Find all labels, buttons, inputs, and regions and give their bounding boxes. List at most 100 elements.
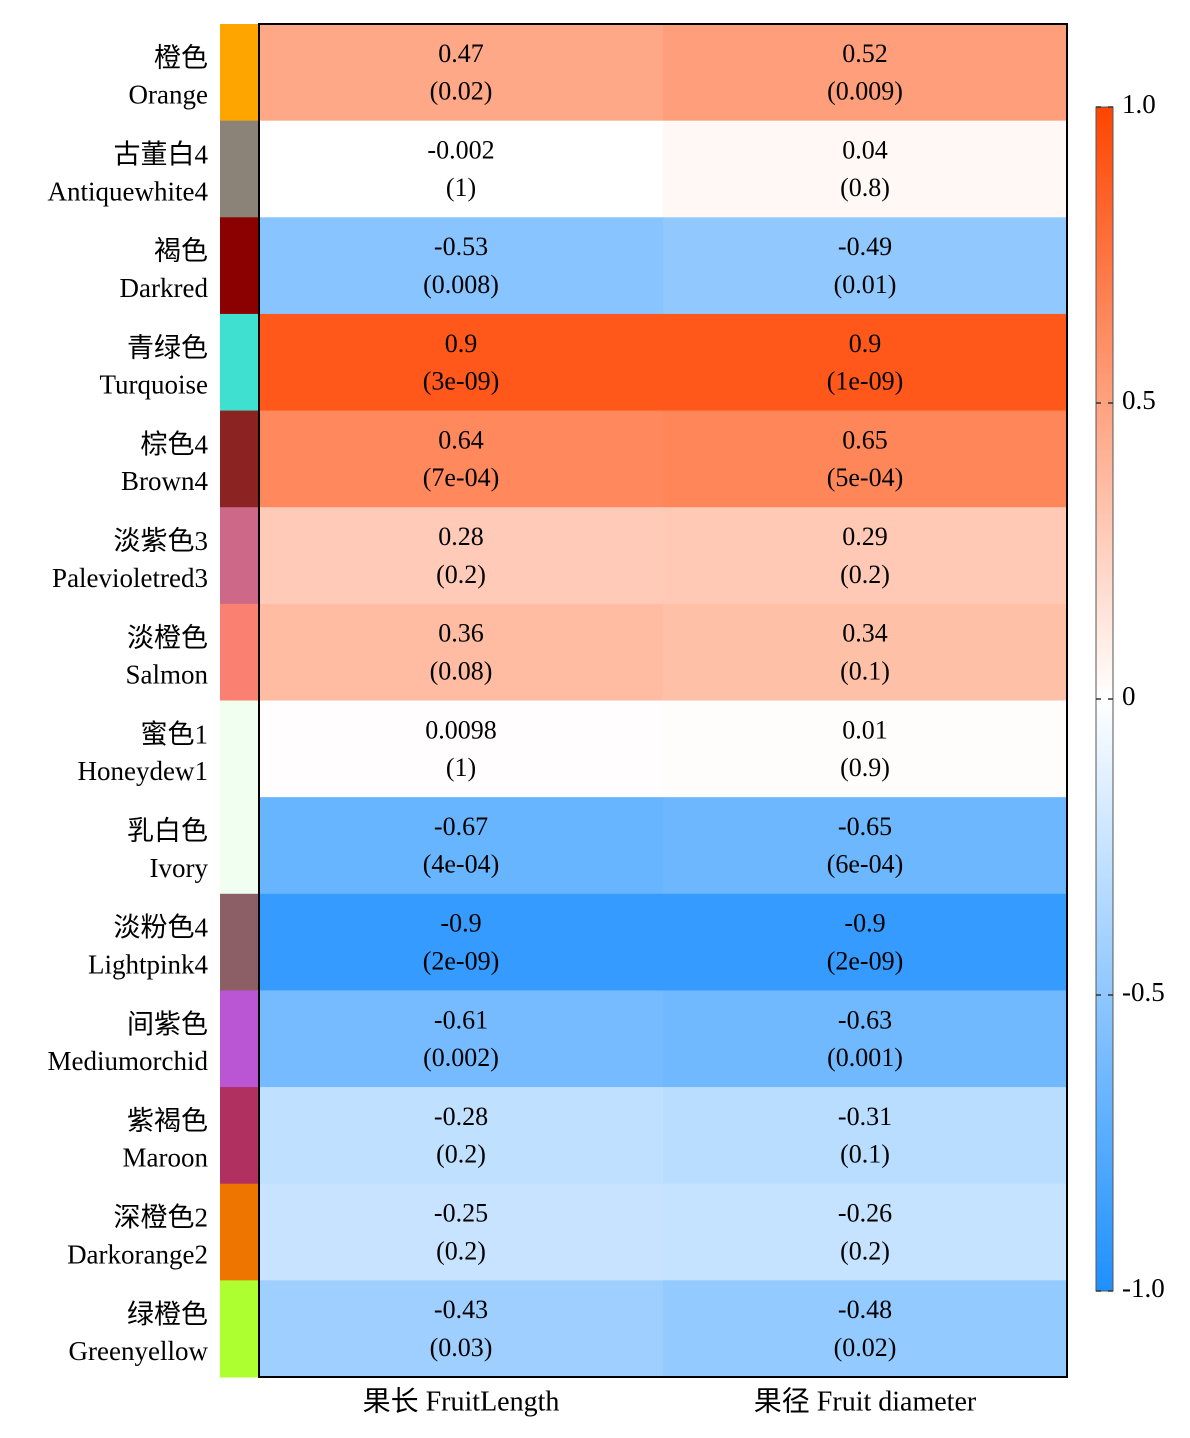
colorbar-tick-label: 0 [1122, 681, 1136, 711]
module-swatch [220, 410, 259, 508]
module-swatch [220, 217, 259, 315]
row-label-cn: 深橙色2 [114, 1203, 209, 1233]
row-label-cn: 橙色 [154, 43, 208, 73]
row-label-cn: 棕色4 [141, 429, 209, 459]
row-label-cn: 淡粉色4 [114, 913, 209, 943]
cell-pvalue-label: (7e-04) [423, 463, 500, 492]
module-swatch [220, 313, 259, 412]
cell-pvalue-label: (3e-09) [423, 366, 500, 395]
module-swatch [220, 1280, 259, 1378]
heatmap-cell [663, 990, 1068, 1088]
cell-correlation-label: 0.9 [445, 329, 478, 358]
cell-correlation-label: 0.65 [842, 425, 888, 454]
module-swatch [220, 603, 259, 701]
heatmap-cell [259, 120, 664, 218]
cell-correlation-label: -0.63 [838, 1005, 892, 1034]
module-swatch [220, 24, 259, 122]
cell-correlation-label: 0.29 [842, 522, 888, 551]
heatmap-cell [259, 410, 664, 508]
cell-pvalue-label: (5e-04) [827, 463, 904, 492]
colorbar-tick-label: 0.5 [1122, 385, 1156, 415]
heatmap-cell [663, 1183, 1068, 1281]
cell-pvalue-label: (0.009) [827, 77, 903, 106]
heatmap-cell [259, 1087, 664, 1185]
heatmap-frame [258, 23, 1068, 1378]
cell-pvalue-label: (0.2) [436, 1236, 486, 1265]
row-label-en: Darkorange2 [67, 1239, 208, 1269]
cell-pvalue-label: (0.9) [840, 753, 890, 782]
row-label-en: Ivory [150, 853, 209, 883]
heatmap-cell [259, 700, 664, 798]
cell-pvalue-label: (0.02) [430, 77, 493, 106]
heatmap-cell [259, 1280, 664, 1378]
module-swatch [220, 1087, 259, 1185]
colorbar-tick-label: -1.0 [1122, 1273, 1165, 1303]
module-swatch [220, 1183, 259, 1281]
heatmap-cell [663, 1280, 1068, 1378]
row-label-cn: 紫褐色 [127, 1106, 208, 1136]
cell-pvalue-label: (0.1) [840, 1140, 890, 1169]
row-label-cn: 蜜色1 [141, 719, 209, 749]
row-labels: 橙色 Orange 古董白4 Antiquewhite4 褐色 Darkred 青绿色 Tur… [48, 43, 209, 1366]
heatmap-cell [663, 120, 1068, 218]
cell-pvalue-label: (0.2) [840, 1236, 890, 1265]
colorbar: 1.0 0.5 0 -0.5 -1.0 [1095, 89, 1165, 1303]
heatmap-cell [259, 797, 664, 895]
row-label-cn: 间紫色 [127, 1009, 208, 1039]
module-swatch [220, 700, 259, 798]
cell-correlation-label: 0.01 [842, 715, 888, 744]
cell-correlation-label: -0.002 [427, 136, 494, 165]
row-label-en: Mediumorchid [48, 1046, 209, 1076]
colorbar-tick-label: 1.0 [1122, 89, 1156, 119]
cell-correlation-label: -0.31 [838, 1102, 892, 1131]
cell-correlation-label: -0.61 [434, 1005, 488, 1034]
cell-correlation-label: -0.25 [434, 1199, 488, 1228]
row-label-en: Brown4 [121, 466, 208, 496]
heatmap-cell [663, 700, 1068, 798]
cell-pvalue-label: (1) [446, 753, 476, 782]
cell-pvalue-label: (0.02) [834, 1333, 897, 1362]
row-label-en: Lightpink4 [88, 949, 208, 979]
heatmap-cell [259, 1183, 664, 1281]
row-label-cn: 古董白4 [114, 140, 209, 170]
cell-pvalue-label: (1) [446, 173, 476, 202]
row-label-en: Maroon [123, 1143, 209, 1173]
cell-correlation-label: 0.64 [438, 425, 484, 454]
heatmap-cell [259, 990, 664, 1088]
cell-correlation-label: -0.9 [440, 909, 481, 938]
cell-correlation-label: -0.67 [434, 812, 488, 841]
cell-correlation-label: 0.9 [849, 329, 882, 358]
cell-correlation-label: 0.47 [438, 39, 484, 68]
heatmap-cell [259, 507, 664, 605]
cell-correlation-label: 0.34 [842, 619, 888, 648]
cell-pvalue-label: (0.01) [834, 270, 897, 299]
cell-pvalue-label: (0.2) [840, 560, 890, 589]
module-swatch [220, 893, 259, 991]
row-label-cn: 淡橙色 [127, 623, 208, 653]
module-swatch [220, 120, 259, 218]
heatmap-cell [259, 217, 664, 315]
cell-correlation-label: -0.65 [838, 812, 892, 841]
column-label: 果径 Fruit diameter [754, 1385, 977, 1417]
cell-pvalue-label: (0.2) [436, 1140, 486, 1169]
row-label-en: Greenyellow [69, 1336, 209, 1366]
row-label-cn: 褐色 [154, 236, 208, 266]
cell-pvalue-label: (6e-04) [827, 850, 904, 879]
row-label-en: Honeydew1 [78, 756, 208, 786]
cell-correlation-label: 0.36 [438, 619, 484, 648]
row-label-en: Palevioletred3 [52, 563, 208, 593]
cell-correlation-label: -0.49 [838, 232, 892, 261]
module-swatch [220, 797, 259, 895]
row-label-en: Antiquewhite4 [48, 176, 209, 206]
cell-pvalue-label: (2e-09) [827, 946, 904, 975]
heatmap-cell [663, 1087, 1068, 1185]
cell-pvalue-label: (0.1) [840, 656, 890, 685]
colorbar-tick-label: -0.5 [1122, 977, 1165, 1007]
heatmap-cell [259, 603, 664, 701]
cell-correlation-label: 0.52 [842, 39, 888, 68]
cell-pvalue-label: (0.08) [430, 656, 493, 685]
cell-pvalue-label: (0.8) [840, 173, 890, 202]
heatmap-cell [663, 603, 1068, 701]
cell-pvalue-label: (0.008) [423, 270, 499, 299]
cell-correlation-label: 0.28 [438, 522, 484, 551]
